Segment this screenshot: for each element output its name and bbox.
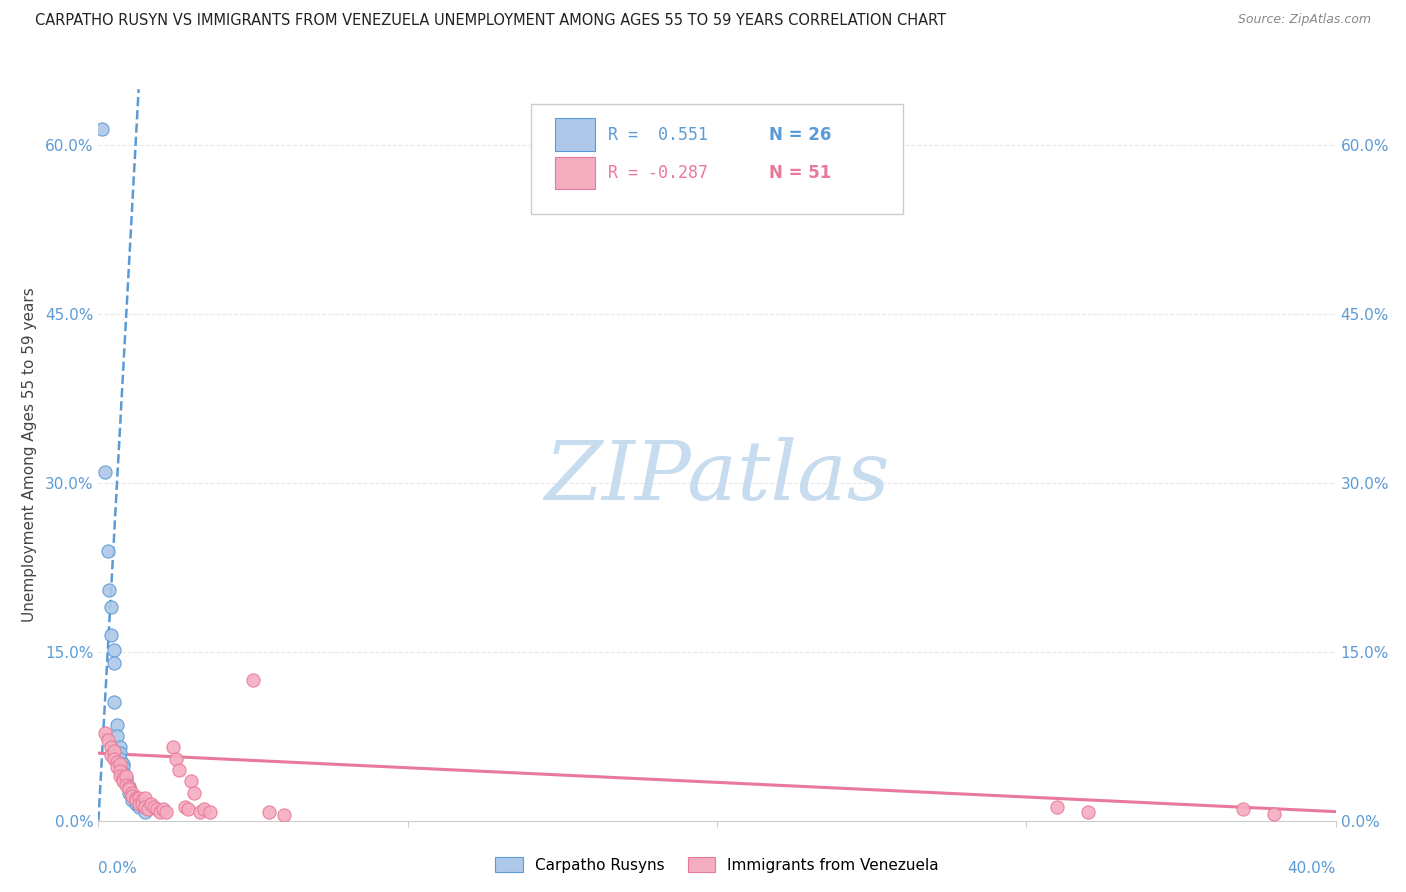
Point (149, 805, 172, 819)
Point (105, 718, 128, 732)
Text: N = 26: N = 26 (769, 126, 831, 144)
Point (177, 802, 200, 816)
Point (193, 802, 215, 816)
Point (118, 780, 141, 794)
Point (108, 740, 131, 755)
Text: 40.0%: 40.0% (1288, 861, 1336, 876)
Point (100, 748, 122, 763)
Point (155, 805, 177, 819)
Point (1077, 805, 1099, 819)
Point (112, 774, 135, 789)
Point (1263, 806, 1285, 821)
Point (90, 121, 112, 136)
Point (118, 782, 141, 797)
Point (167, 763, 190, 777)
FancyBboxPatch shape (531, 103, 903, 213)
Point (112, 759, 135, 773)
Point (112, 771, 135, 785)
Point (273, 808, 295, 822)
Point (100, 740, 122, 755)
Point (143, 800, 166, 814)
Point (257, 805, 280, 819)
Point (108, 769, 131, 783)
Point (118, 780, 141, 794)
Legend: Carpatho Rusyns, Immigrants from Venezuela: Carpatho Rusyns, Immigrants from Venezue… (489, 851, 945, 879)
Point (115, 769, 138, 783)
FancyBboxPatch shape (555, 119, 595, 151)
Point (134, 800, 156, 814)
Point (108, 752, 131, 766)
Point (134, 791, 156, 805)
Point (139, 797, 162, 811)
Point (115, 778, 138, 792)
Point (98, 582, 121, 597)
Point (136, 802, 159, 816)
Point (100, 628, 122, 642)
Point (108, 757, 131, 772)
Text: 0.0%: 0.0% (98, 861, 138, 876)
Point (108, 764, 131, 778)
Point (134, 805, 156, 819)
Point (146, 802, 169, 816)
Text: Source: ZipAtlas.com: Source: ZipAtlas.com (1237, 13, 1371, 27)
Point (152, 802, 174, 816)
Point (97, 543, 120, 558)
Point (174, 800, 197, 814)
Point (112, 757, 135, 772)
Point (128, 800, 150, 814)
Point (105, 729, 128, 743)
Point (183, 785, 205, 799)
Point (121, 785, 143, 799)
Point (115, 771, 138, 785)
Point (124, 797, 146, 811)
Point (131, 793, 153, 807)
Text: N = 51: N = 51 (769, 164, 831, 182)
Point (121, 789, 143, 803)
Text: R =  0.551: R = 0.551 (609, 126, 709, 144)
Point (242, 673, 264, 687)
Point (128, 791, 150, 805)
Point (108, 746, 131, 760)
FancyBboxPatch shape (555, 157, 595, 189)
Point (93, 726, 115, 740)
Point (198, 805, 221, 819)
Text: ZIPatlas: ZIPatlas (544, 437, 890, 516)
Point (121, 789, 143, 803)
Point (124, 793, 146, 807)
Point (105, 759, 128, 773)
Point (103, 642, 125, 657)
Point (103, 656, 125, 670)
Point (128, 797, 150, 811)
Point (165, 752, 187, 766)
Point (190, 805, 212, 819)
Point (112, 766, 135, 780)
Point (118, 785, 141, 799)
Point (121, 793, 143, 807)
Point (97, 732, 120, 747)
Point (162, 740, 184, 755)
Point (124, 791, 146, 805)
Text: CARPATHO RUSYN VS IMMIGRANTS FROM VENEZUELA UNEMPLOYMENT AMONG AGES 55 TO 59 YEA: CARPATHO RUSYN VS IMMIGRANTS FROM VENEZU… (35, 13, 946, 29)
Point (131, 797, 153, 811)
Text: R = -0.287: R = -0.287 (609, 164, 709, 182)
Y-axis label: Unemployment Among Ages 55 to 59 years: Unemployment Among Ages 55 to 59 years (21, 287, 37, 623)
Point (103, 752, 125, 766)
Point (93, 465, 115, 479)
Point (100, 599, 122, 614)
Point (180, 774, 202, 789)
Point (105, 755, 128, 769)
Point (103, 744, 125, 758)
Point (1232, 802, 1254, 816)
Point (115, 774, 138, 789)
Point (1046, 800, 1069, 814)
Point (103, 696, 125, 710)
